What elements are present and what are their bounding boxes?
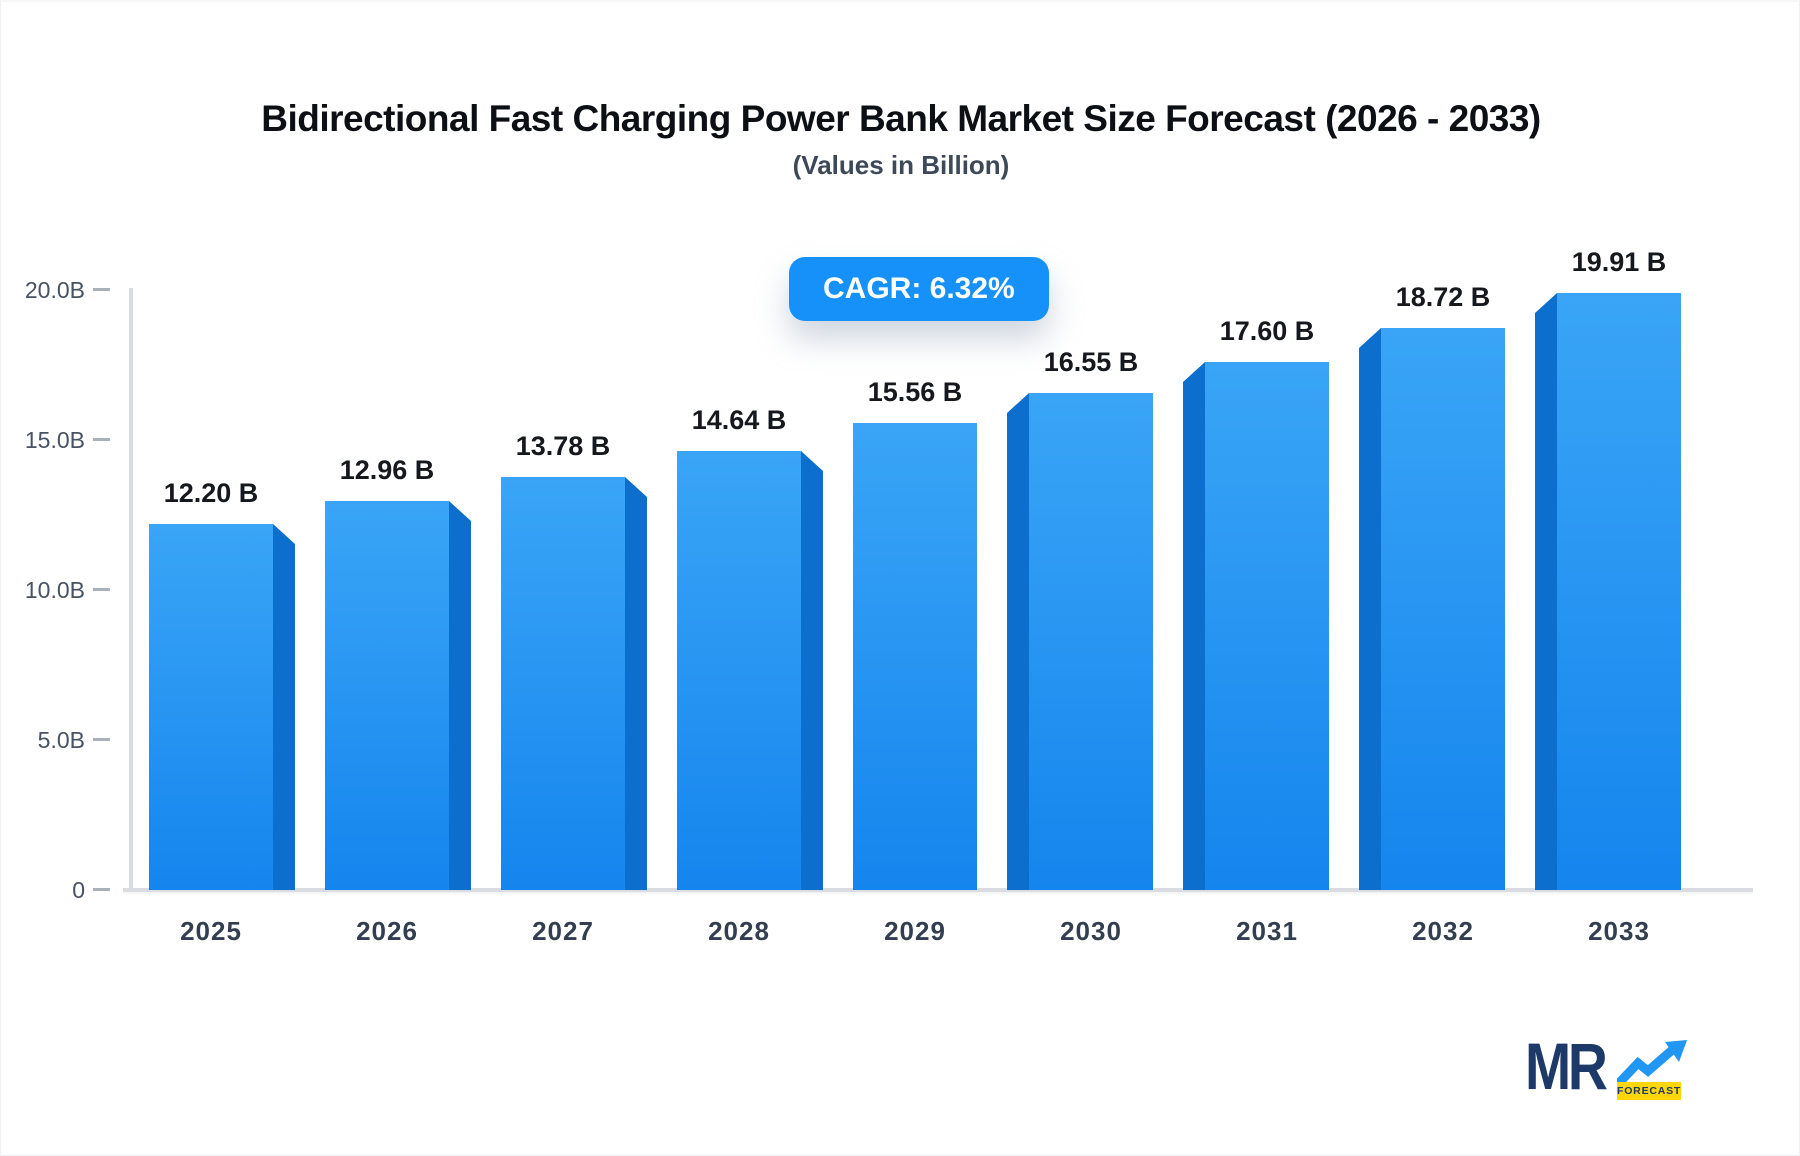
- x-axis-label-2031: 2031: [1236, 916, 1298, 946]
- bar-3d-side: [1535, 293, 1557, 890]
- y-axis-tick: [93, 438, 110, 441]
- bar-3d-side: [1359, 328, 1381, 890]
- x-axis-line: [123, 888, 1753, 892]
- bar-2026: [325, 501, 449, 890]
- y-axis-tick-label: 0: [72, 877, 85, 903]
- bar-2025: [149, 524, 273, 890]
- logo-mr-text: MR: [1525, 1029, 1608, 1103]
- bar-2028: [677, 451, 801, 890]
- chart-subtitle: (Values in Billion): [792, 150, 1010, 180]
- x-axis-label-2030: 2030: [1060, 916, 1122, 946]
- bar-3d-side: [1007, 393, 1029, 890]
- logo-trend-arrow-icon: [1617, 1040, 1687, 1086]
- bar-value-label: 16.55 B: [1043, 347, 1139, 377]
- bar-3d-side: [449, 501, 471, 890]
- bar-value-label: 13.78 B: [515, 431, 611, 461]
- bar-value-label: 19.91 B: [1571, 247, 1667, 277]
- bar-value-label: 12.96 B: [339, 455, 435, 485]
- bar-value-label: 12.20 B: [163, 478, 259, 508]
- x-axis-label-2029: 2029: [884, 916, 946, 946]
- y-axis-tick: [93, 588, 110, 591]
- bar-value-label: 15.56 B: [867, 377, 963, 407]
- bar-2030: [1029, 393, 1153, 890]
- bar-3d-side: [801, 451, 823, 890]
- chart-title: Bidirectional Fast Charging Power Bank M…: [261, 98, 1541, 139]
- y-axis-tick: [93, 738, 110, 741]
- y-axis-tick-label: 15.0B: [24, 427, 85, 453]
- logo-forecast-text: FORECAST: [1617, 1082, 1681, 1100]
- bar-2032: [1381, 328, 1505, 890]
- x-axis-label-2032: 2032: [1412, 916, 1474, 946]
- bar-value-label: 14.64 B: [691, 405, 787, 435]
- y-axis-tick: [93, 888, 110, 891]
- bar-2027: [501, 477, 625, 890]
- x-axis-label-2025: 2025: [180, 916, 242, 946]
- bar-value-label: 17.60 B: [1219, 316, 1315, 346]
- y-axis-tick-label: 5.0B: [37, 727, 85, 753]
- bar-value-label: 18.72 B: [1395, 282, 1491, 312]
- y-axis-tick-label: 20.0B: [24, 277, 85, 303]
- mr-forecast-logo: MR FORECAST: [1525, 1029, 1705, 1106]
- y-axis-line: [129, 288, 133, 892]
- bar-2029: [853, 423, 977, 890]
- bar-3d-side: [1183, 362, 1205, 890]
- x-axis-label-2027: 2027: [532, 916, 594, 946]
- y-axis-tick: [93, 288, 110, 291]
- x-axis-label-2033: 2033: [1588, 916, 1650, 946]
- bar-2033: [1557, 293, 1681, 890]
- bar-3d-side: [273, 524, 295, 890]
- cagr-badge: CAGR: 6.32%: [789, 257, 1049, 321]
- x-axis-label-2026: 2026: [356, 916, 418, 946]
- x-axis-label-2028: 2028: [708, 916, 770, 946]
- bar-2031: [1205, 362, 1329, 890]
- y-axis-tick-label: 10.0B: [24, 577, 85, 603]
- bar-3d-side: [625, 477, 647, 890]
